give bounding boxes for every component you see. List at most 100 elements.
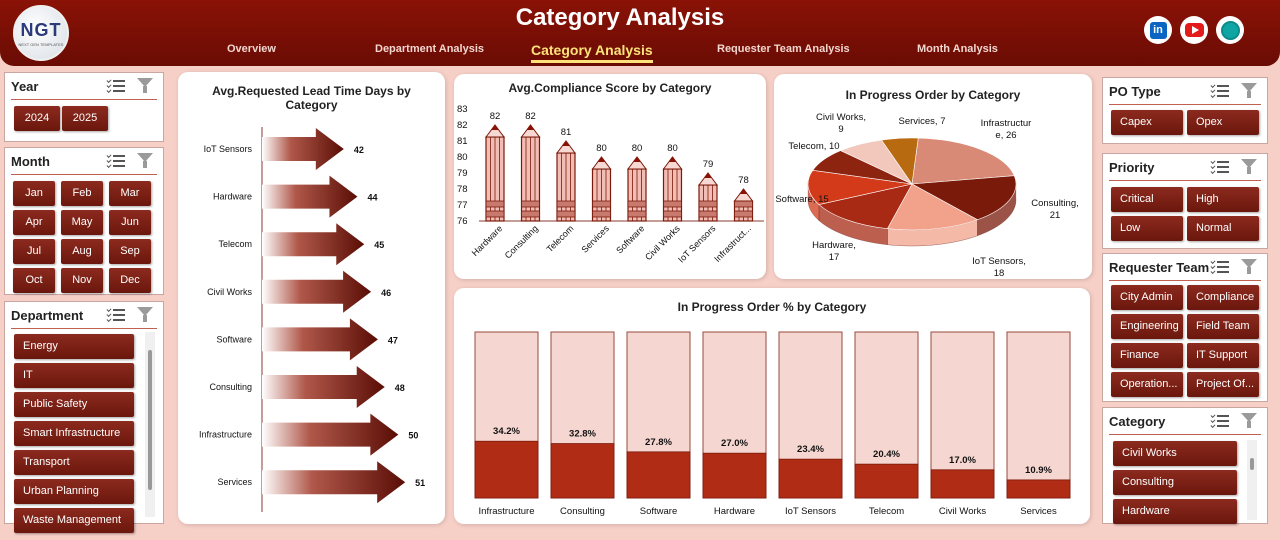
department-option[interactable]: Urban Planning: [14, 479, 134, 504]
department-slicer: Department Energy IT Public Safety Smart Inf…: [4, 301, 164, 533]
multi-select-icon[interactable]: [1210, 259, 1229, 274]
nav-department-analysis[interactable]: Department Analysis: [375, 43, 485, 55]
month-option[interactable]: Oct: [13, 268, 55, 293]
scrollbar-thumb[interactable]: [1250, 458, 1254, 470]
pencil-tip: [698, 172, 718, 186]
department-option[interactable]: Energy: [14, 334, 134, 359]
y-tick-label: 76: [457, 216, 468, 227]
clear-filter-icon[interactable]: [1241, 83, 1257, 98]
month-option[interactable]: Mar: [109, 181, 151, 206]
requester-team-option[interactable]: Engineering: [1111, 314, 1183, 339]
year-option[interactable]: 2025: [62, 106, 108, 131]
department-option[interactable]: Waste Management: [14, 508, 134, 533]
category-label: Telecom: [545, 223, 576, 254]
multi-select-icon[interactable]: [1210, 159, 1229, 174]
month-option[interactable]: Dec: [109, 268, 151, 293]
pie-data-label: Services, 7: [899, 116, 946, 127]
multi-select-icon[interactable]: [106, 153, 125, 168]
clear-filter-icon[interactable]: [137, 153, 153, 168]
pie-data-label: Hardware, 17: [812, 240, 856, 263]
logo: NGT NEXT GEN TEMPLATES: [13, 5, 69, 61]
linkedin-button[interactable]: in: [1144, 16, 1172, 44]
nav-requester-team-analysis[interactable]: Requester Team Analysis: [717, 43, 850, 55]
data-label: 10.9%: [1025, 465, 1052, 476]
multi-select-icon[interactable]: [106, 307, 125, 322]
pie-slice: [807, 169, 913, 205]
scrollbar-thumb[interactable]: [148, 350, 152, 490]
pie-slice: [886, 183, 979, 231]
data-label: 79: [703, 159, 714, 170]
requester-team-option[interactable]: City Admin: [1111, 285, 1183, 310]
priority-option[interactable]: Normal: [1187, 216, 1259, 241]
month-option[interactable]: May: [61, 210, 103, 235]
requester-team-option[interactable]: Operation...: [1111, 372, 1183, 397]
requester-team-option[interactable]: IT Support: [1187, 343, 1259, 368]
clear-filter-icon[interactable]: [137, 307, 153, 322]
multi-select-icon[interactable]: [1210, 413, 1229, 428]
priority-option[interactable]: Low: [1111, 216, 1183, 241]
clear-filter-icon[interactable]: [1241, 413, 1257, 428]
youtube-button[interactable]: [1180, 16, 1208, 44]
pencil-tip: [662, 156, 683, 170]
category-option[interactable]: Civil Works: [1113, 441, 1237, 466]
data-label: 27.8%: [645, 437, 672, 448]
y-tick-label: 79: [457, 168, 468, 179]
po-type-option[interactable]: Capex: [1111, 110, 1183, 135]
requester-team-option[interactable]: Project Of...: [1187, 372, 1259, 397]
requester-team-option[interactable]: Finance: [1111, 343, 1183, 368]
requester-team-option[interactable]: Field Team: [1187, 314, 1259, 339]
year-option[interactable]: 2024: [14, 106, 60, 131]
month-option[interactable]: Nov: [61, 268, 103, 293]
month-option[interactable]: Apr: [13, 210, 55, 235]
data-label: 82: [525, 111, 536, 122]
lead-time-bar: [262, 461, 406, 504]
pencil-point: [491, 125, 499, 130]
bar-band: [627, 210, 647, 218]
department-option[interactable]: IT: [14, 363, 134, 388]
slicer-scrollbar[interactable]: [1247, 440, 1257, 520]
pencil-tip: [485, 124, 505, 138]
category-slicer-title: Category: [1109, 414, 1166, 429]
clear-filter-icon[interactable]: [1241, 259, 1257, 274]
nav-category-analysis[interactable]: Category Analysis: [531, 42, 653, 63]
priority-option[interactable]: Critical: [1111, 187, 1183, 212]
month-option[interactable]: Sep: [109, 239, 151, 264]
department-option[interactable]: Smart Infrastructure: [14, 421, 134, 446]
nav-month-analysis[interactable]: Month Analysis: [917, 43, 998, 55]
category-option[interactable]: Consulting: [1113, 470, 1237, 495]
month-option[interactable]: Jan: [13, 181, 55, 206]
data-label: 47: [388, 335, 398, 345]
youtube-icon: [1184, 23, 1204, 37]
slicer-scrollbar[interactable]: [145, 332, 155, 517]
month-option[interactable]: Jun: [109, 210, 151, 235]
lead-time-chart-title: Avg.Requested Lead Time Days by Category: [212, 84, 411, 112]
category-label: Services: [217, 477, 252, 487]
year-slicer-title: Year: [11, 79, 39, 94]
clear-filter-icon[interactable]: [137, 78, 153, 93]
bar-band: [663, 200, 682, 208]
data-label: 20.4%: [873, 449, 900, 460]
bar-band: [521, 210, 540, 218]
month-option[interactable]: Aug: [61, 239, 103, 264]
multi-select-icon[interactable]: [1210, 83, 1229, 98]
priority-option[interactable]: High: [1187, 187, 1259, 212]
data-label: 80: [632, 143, 643, 154]
logo-text: NGT: [20, 20, 62, 40]
month-option[interactable]: Feb: [61, 181, 103, 206]
multi-select-icon[interactable]: [106, 78, 125, 93]
po-type-option[interactable]: Opex: [1187, 110, 1259, 135]
department-option[interactable]: Public Safety: [14, 392, 134, 417]
category-option[interactable]: Hardware: [1113, 499, 1237, 524]
month-option[interactable]: Jul: [13, 239, 55, 264]
bar-band: [734, 200, 753, 208]
requester-team-option[interactable]: Compliance: [1187, 285, 1259, 310]
pie-data-label: Infrastructur e, 26: [981, 118, 1032, 141]
pencil-tip: [627, 156, 647, 170]
clear-filter-icon[interactable]: [1241, 159, 1257, 174]
pie-slice: [818, 183, 913, 230]
nav-overview[interactable]: Overview: [227, 43, 276, 55]
pencil-point: [739, 189, 748, 194]
bar-band: [485, 210, 505, 218]
department-option[interactable]: Transport: [14, 450, 134, 475]
website-button[interactable]: [1216, 16, 1244, 44]
